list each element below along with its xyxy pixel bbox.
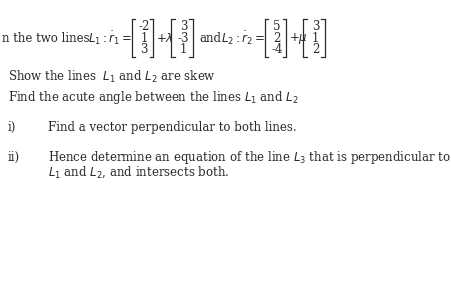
Text: 3: 3 [311, 20, 318, 33]
Text: Hence determine an equation of the line $\mathit{L}_3$ that is perpendicular to: Hence determine an equation of the line … [48, 149, 450, 166]
Text: -2: -2 [138, 20, 149, 33]
Text: 5: 5 [273, 20, 280, 33]
Text: $+\mu$: $+\mu$ [289, 30, 308, 46]
Text: n the two lines: n the two lines [2, 32, 101, 44]
Text: 1: 1 [179, 44, 187, 56]
Text: $\mathit{L}_1$ and $\mathit{L}_2$, and intersects both.: $\mathit{L}_1$ and $\mathit{L}_2$, and i… [48, 164, 229, 180]
Text: -4: -4 [271, 44, 282, 56]
Text: and: and [198, 32, 221, 44]
Text: 2: 2 [273, 32, 280, 44]
Text: Find a vector perpendicular to both lines.: Find a vector perpendicular to both line… [48, 121, 296, 133]
Text: Show the lines  $\mathit{L}_1$ and $\mathit{L}_2$ are skew: Show the lines $\mathit{L}_1$ and $\math… [8, 69, 216, 85]
Text: 3: 3 [140, 44, 147, 56]
Text: -3: -3 [177, 32, 189, 44]
Text: $L_1 : \dot{r}_1 =$: $L_1 : \dot{r}_1 =$ [88, 29, 132, 47]
Text: ii): ii) [8, 150, 20, 164]
Text: 1: 1 [311, 32, 318, 44]
Text: $L_2 : \dot{r}_2 =$: $L_2 : \dot{r}_2 =$ [221, 29, 265, 47]
Text: 2: 2 [311, 44, 318, 56]
Text: i): i) [8, 121, 16, 133]
Text: 3: 3 [179, 20, 187, 33]
Text: Find the acute angle between the lines $\mathit{L}_1$ and $\mathit{L}_2$: Find the acute angle between the lines $… [8, 88, 298, 105]
Text: 1: 1 [140, 32, 147, 44]
Text: $+\lambda$: $+\lambda$ [156, 32, 174, 44]
